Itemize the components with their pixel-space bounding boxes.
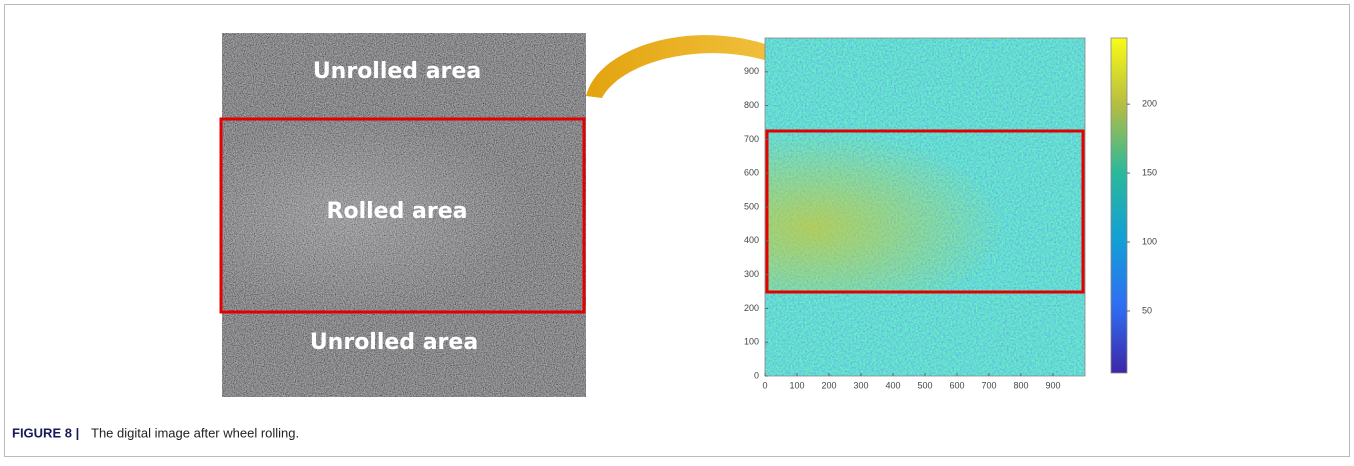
- y-tick-label: 500: [744, 201, 759, 211]
- x-tick-label: 800: [1013, 380, 1028, 390]
- colorbar-tick-label: 150: [1142, 167, 1157, 177]
- y-tick-label: 600: [744, 168, 759, 178]
- photo-label: Rolled area: [327, 199, 468, 224]
- y-tick-label: 800: [744, 100, 759, 110]
- x-tick-label: 600: [949, 380, 964, 390]
- x-tick-label: 400: [885, 380, 900, 390]
- x-tick-label: 900: [1045, 380, 1060, 390]
- figure: Unrolled area Rolled area Unrolled area …: [0, 0, 1354, 461]
- y-tick-label: 100: [744, 337, 759, 347]
- colorbar-tick-label: 100: [1142, 236, 1157, 246]
- x-tick-label: 500: [917, 380, 932, 390]
- y-tick-label: 0: [754, 370, 759, 380]
- x-tick-label: 0: [762, 380, 767, 390]
- x-tick-label: 200: [821, 380, 836, 390]
- y-tick-label: 400: [744, 235, 759, 245]
- y-tick-label: 300: [744, 269, 759, 279]
- heatmap-highlight: [765, 130, 1085, 292]
- y-tick-label: 200: [744, 303, 759, 313]
- y-tick-label: 700: [744, 134, 759, 144]
- frame: [5, 5, 1350, 457]
- colorbar-tick-label: 200: [1142, 99, 1157, 109]
- x-tick-label: 100: [789, 380, 804, 390]
- y-tick-label: 900: [744, 66, 759, 76]
- photo: Unrolled area Rolled area Unrolled area: [221, 33, 586, 397]
- x-tick-label: 300: [853, 380, 868, 390]
- colorbar: [1111, 38, 1127, 373]
- photo-label: Unrolled area: [313, 59, 481, 84]
- colorbar-tick-label: 50: [1142, 305, 1152, 315]
- figure-caption: The digital image after wheel rolling.: [91, 425, 299, 440]
- photo-label: Unrolled area: [310, 330, 478, 355]
- figure-label: FIGURE 8 |: [12, 425, 79, 440]
- heatmap: [765, 38, 1127, 376]
- x-tick-label: 700: [981, 380, 996, 390]
